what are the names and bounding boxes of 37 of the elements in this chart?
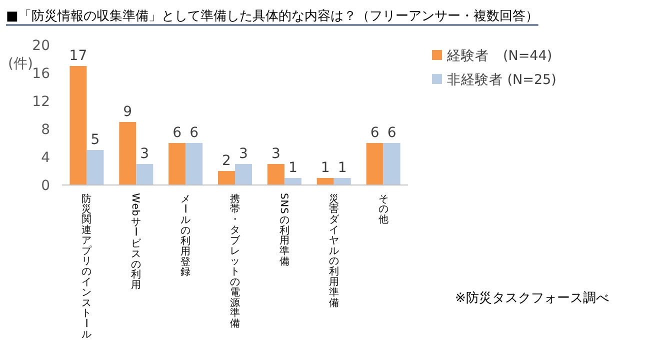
data-label: 1 bbox=[288, 160, 298, 176]
y-axis-title: (件) bbox=[8, 56, 33, 72]
y-tick-label: 8 bbox=[41, 122, 50, 138]
data-label: 6 bbox=[370, 125, 380, 141]
data-label: 3 bbox=[140, 146, 150, 162]
bar bbox=[186, 143, 203, 185]
bar bbox=[366, 143, 384, 185]
bar bbox=[334, 178, 351, 185]
bar bbox=[218, 171, 235, 185]
data-label: 1 bbox=[338, 160, 347, 176]
bar bbox=[383, 143, 400, 185]
y-tick-label: 20 bbox=[32, 38, 50, 54]
bar bbox=[136, 164, 154, 185]
y-tick-label: 12 bbox=[32, 94, 50, 110]
data-label: 3 bbox=[239, 146, 248, 162]
bar bbox=[86, 150, 104, 185]
y-tick-label: 16 bbox=[32, 66, 50, 82]
data-label: 5 bbox=[90, 132, 100, 148]
bar bbox=[70, 66, 87, 185]
data-label: 9 bbox=[123, 104, 132, 120]
bar bbox=[119, 122, 136, 185]
data-label: 6 bbox=[387, 125, 396, 141]
data-label: 6 bbox=[172, 125, 182, 141]
y-tick-label: 4 bbox=[41, 150, 50, 166]
data-label: 17 bbox=[69, 48, 88, 64]
bar bbox=[284, 178, 302, 185]
title: ■「防災情報の収集準備」として準備した具体的な内容は？（フリーアンサー・複数回答） bbox=[6, 9, 538, 24]
data-label: 2 bbox=[222, 153, 231, 169]
bar bbox=[267, 164, 284, 185]
y-tick-label: 0 bbox=[41, 178, 50, 194]
data-label: 3 bbox=[271, 146, 280, 162]
bar bbox=[235, 164, 252, 185]
text: ※防災タスクフォース調べ bbox=[455, 291, 609, 306]
data-label: 1 bbox=[320, 160, 330, 176]
bar bbox=[168, 143, 186, 185]
data-label: 6 bbox=[190, 125, 199, 141]
bar bbox=[316, 178, 334, 185]
